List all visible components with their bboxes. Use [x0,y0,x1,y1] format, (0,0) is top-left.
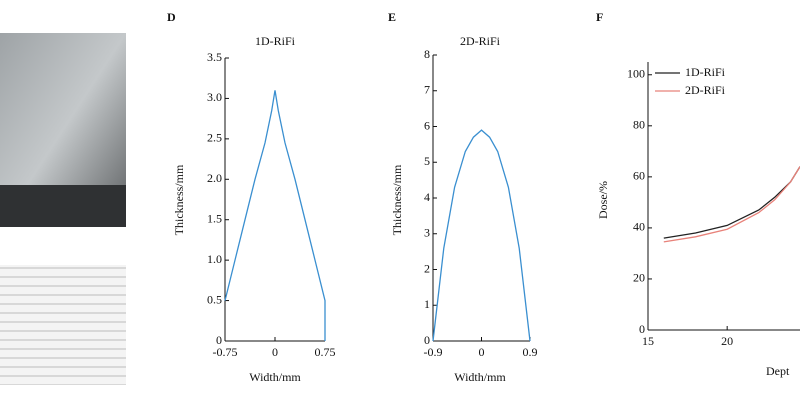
x-tick-label: 20 [721,334,733,348]
x-tick-label: -0.75 [213,345,238,359]
x-tick-label: 0.75 [315,345,336,359]
y-tick-label: 1 [424,297,430,311]
data-line [432,129,531,342]
x-tick-label: -0.9 [424,345,443,359]
data-line [663,166,800,243]
y-axis-label: Thickness/mm [172,164,186,235]
photo [0,265,126,385]
x-tick-label: 0 [272,345,278,359]
legend-label: 1D-RiFi [685,65,726,79]
panel-label: D [167,10,176,24]
y-tick-label: 20 [633,271,645,285]
y-tick-label: 100 [627,67,645,81]
data-line [224,90,326,341]
x-axis-label: Width/mm [249,370,301,384]
y-tick-label: 0 [424,333,430,347]
x-tick-label: 0.9 [523,345,538,359]
y-tick-label: 7 [424,83,430,97]
y-tick-label: 80 [633,118,645,132]
y-tick-label: 3 [424,226,430,240]
y-tick-label: 4 [424,190,430,204]
x-tick-label: 15 [642,334,654,348]
y-axis-label: Dose/% [596,181,610,219]
y-tick-label: 2 [424,261,430,275]
legend-label: 2D-RiFi [685,83,726,97]
chart-title: 1D-RiFi [255,34,296,48]
y-tick-label: 6 [424,118,430,132]
y-tick-label: 0 [639,322,645,336]
y-tick-label: 0.5 [207,292,222,306]
y-tick-label: 2.0 [207,171,222,185]
x-axis-label: Width/mm [454,370,506,384]
chart-title: 2D-RiFi [460,34,501,48]
y-tick-label: 40 [633,220,645,234]
x-tick-label: 0 [479,345,485,359]
y-tick-label: 1.5 [207,211,222,225]
panel-label: E [388,10,396,24]
y-tick-label: 8 [424,47,430,61]
y-tick-label: 2.5 [207,131,222,145]
y-tick-label: 0 [216,333,222,347]
x-axis-label: Dept [766,364,790,378]
panel-label: F [596,10,603,24]
photo-detail [0,185,126,227]
y-tick-label: 3.0 [207,90,222,104]
y-tick-label: 3.5 [207,50,222,64]
y-tick-label: 60 [633,169,645,183]
y-axis-label: Thickness/mm [390,164,404,235]
y-tick-label: 5 [424,154,430,168]
y-tick-label: 1.0 [207,252,222,266]
